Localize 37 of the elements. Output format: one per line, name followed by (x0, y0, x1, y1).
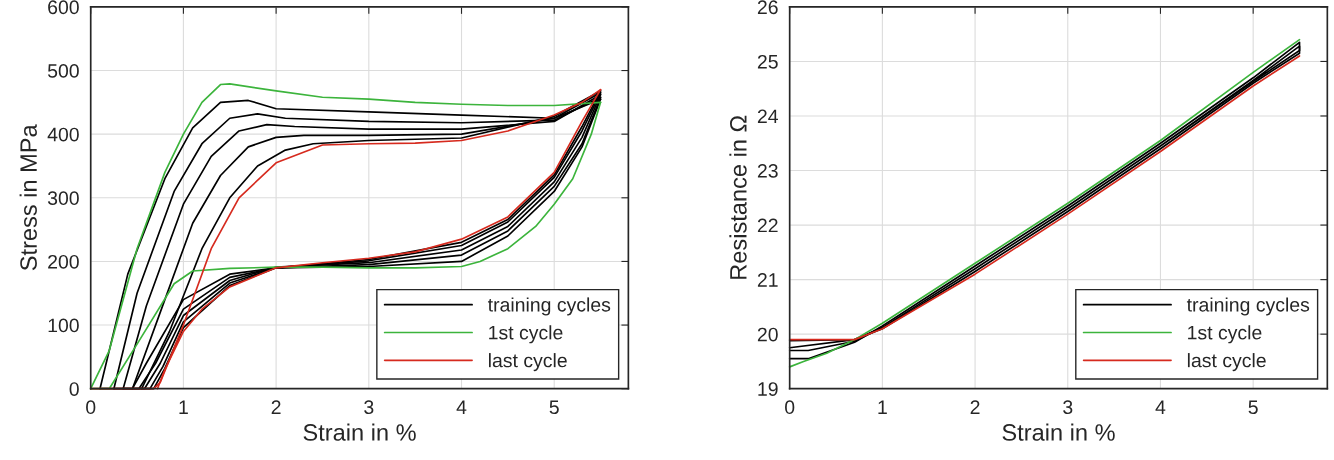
legend-label: last cycle (1187, 353, 1266, 372)
x-tick-label: 0 (785, 400, 795, 415)
y-tick-label: 22 (757, 218, 778, 233)
y-tick-label: 26 (757, 0, 778, 15)
y-tick-label: 200 (48, 254, 79, 269)
legend-label: 1st cycle (1188, 325, 1262, 344)
y-tick-label: 600 (48, 0, 79, 15)
x-tick-label: 1 (878, 400, 887, 414)
y-tick-label: 300 (47, 191, 79, 206)
y-axis-title: Resistance in Ω (729, 115, 747, 279)
y-tick-label: 0 (69, 382, 79, 396)
x-tick-label: 2 (970, 400, 980, 414)
x-axis-title: Strain in % (1002, 423, 1115, 441)
x-tick-label: 0 (86, 400, 96, 415)
y-tick-label: 21 (757, 273, 778, 287)
x-axis-title: Strain in % (303, 423, 416, 441)
y-tick-label: 500 (47, 64, 79, 78)
x-tick-label: 1 (179, 400, 188, 414)
x-tick-label: 4 (456, 400, 467, 414)
x-tick-label: 3 (364, 400, 374, 415)
x-tick-label: 4 (1155, 400, 1166, 414)
x-tick-label: 2 (271, 400, 281, 414)
y-tick-label: 25 (757, 54, 778, 69)
y-tick-label: 23 (757, 164, 778, 178)
legend-label: 1st cycle (489, 325, 563, 344)
y-axis-title: Stress in MPa (19, 124, 37, 271)
x-tick-label: 5 (549, 400, 559, 415)
legend-label: training cycles (1186, 297, 1310, 316)
x-tick-label: 5 (1248, 400, 1258, 415)
legend-label: last cycle (488, 353, 567, 372)
y-tick-label: 100 (48, 318, 79, 333)
y-tick-label: 24 (757, 109, 778, 124)
y-tick-label: 400 (47, 127, 79, 142)
y-tick-label: 20 (757, 327, 778, 342)
y-tick-label: 19 (758, 382, 778, 396)
x-tick-label: 3 (1063, 400, 1073, 415)
legend-label: training cycles (487, 297, 611, 316)
